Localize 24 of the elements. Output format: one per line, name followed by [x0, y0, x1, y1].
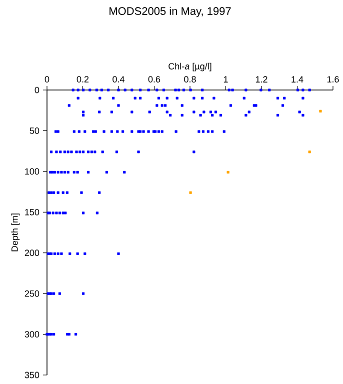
x-axis-title: Chl-a [µg/l] — [168, 62, 212, 72]
y-tick-label: 200 — [24, 250, 40, 256]
point — [226, 170, 230, 174]
x-tick-label: 1.4 — [292, 76, 304, 82]
y-tick-label: 300 — [24, 331, 40, 338]
y-tick-label: 0 — [34, 86, 40, 94]
x-tick-label: 0.8 — [184, 76, 196, 82]
x-tick-label: 0.4 — [112, 76, 124, 82]
y-tick-label: 100 — [25, 168, 40, 175]
x-tick-label: 0.2 — [76, 76, 89, 82]
y-tick-label: 250 — [24, 290, 40, 297]
chart-title: MODS2005 in May, 1997 — [110, 6, 231, 18]
y-tick-label: 150 — [25, 208, 40, 216]
x-tick-label: 1.2 — [256, 76, 268, 82]
point — [189, 191, 192, 194]
x-tick-label: 1 — [224, 76, 228, 82]
y-tick-label: 350 — [24, 372, 40, 378]
point — [319, 110, 322, 112]
x-tick-label: 0 — [44, 76, 50, 82]
point — [308, 150, 311, 154]
x-tick-label: 0.6 — [148, 76, 160, 82]
x-tick-label: 1.6 — [327, 76, 339, 82]
y-axis-title: Depth [m] — [11, 214, 20, 252]
y-tick-label: 50 — [30, 128, 40, 134]
